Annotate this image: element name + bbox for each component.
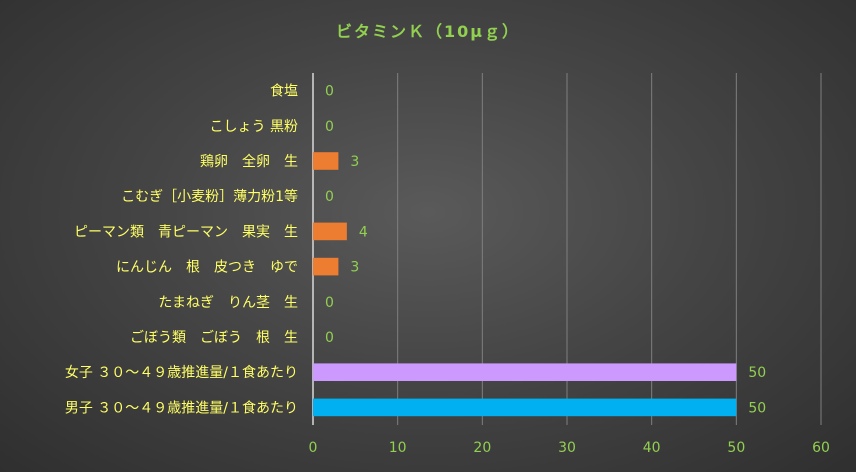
x-tick-label: 10	[389, 440, 407, 456]
chart-title: ビタミンＫ（10μｇ）	[336, 22, 520, 42]
value-label: 0	[325, 84, 334, 100]
value-label: 3	[350, 154, 359, 170]
bar	[313, 152, 339, 170]
x-tick-label: 60	[812, 440, 830, 456]
category-label: 女子 ３０～４９歳推進量/１食あたり	[65, 364, 298, 381]
value-label: 50	[748, 365, 766, 381]
category-label: にんじん 根 皮つき ゆで	[116, 260, 298, 276]
category-label: 食塩	[270, 83, 298, 100]
bar	[313, 363, 737, 381]
bar	[313, 222, 347, 241]
category-label: 男子 ３０～４９歳推進量/１食あたり	[65, 399, 298, 416]
value-label: 3	[350, 260, 359, 276]
x-tick-label: 30	[558, 440, 576, 456]
value-label: 0	[325, 119, 334, 135]
value-label: 0	[325, 295, 334, 311]
category-label: こしょう 黒粉	[210, 119, 298, 135]
value-labels: 0 0 3 0 4 3 0 0 50 50	[325, 84, 766, 417]
bars	[313, 152, 737, 417]
x-tick-label: 40	[643, 440, 661, 456]
category-label: 鶏卵 全卵 生	[200, 153, 298, 170]
value-label: 0	[325, 189, 334, 205]
category-label: たまねぎ りん茎 生	[158, 295, 298, 311]
x-tick-label: 20	[473, 440, 491, 456]
category-label: ごぼう類 ごぼう 根 生	[130, 330, 298, 346]
value-label: 4	[359, 224, 368, 240]
value-label: 50	[748, 400, 766, 416]
value-label: 0	[325, 330, 334, 346]
category-label: こむぎ［小麦粉］薄力粉1等	[121, 188, 298, 205]
bar	[313, 257, 339, 276]
x-tick-label: 50	[727, 440, 745, 456]
x-axis-ticks: 0 10 20 30 40 50 60	[309, 440, 830, 456]
bar	[313, 398, 737, 417]
x-tick-label: 0	[309, 440, 318, 456]
category-label: ピーマン類 青ピーマン 果実 生	[74, 224, 298, 240]
